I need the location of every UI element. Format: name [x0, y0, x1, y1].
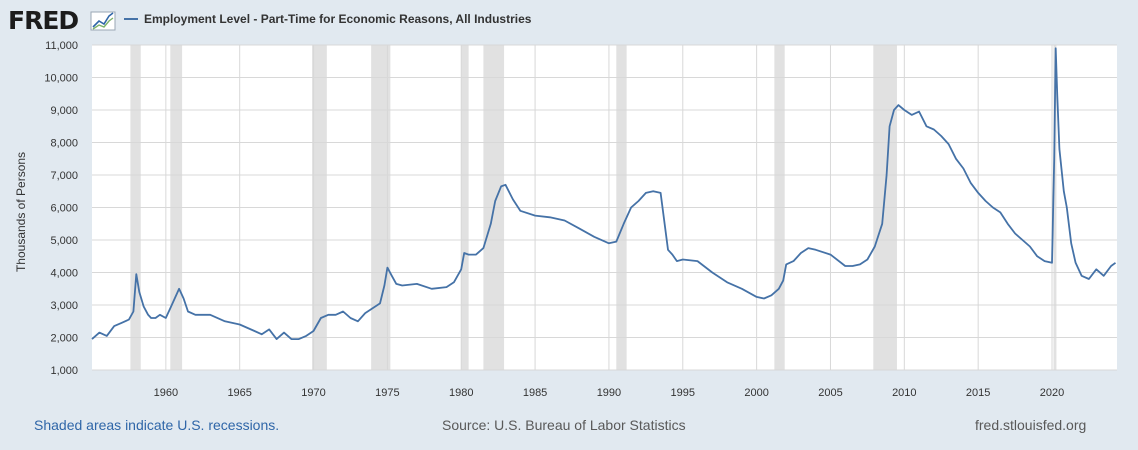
x-tick-labels: 1960 1965 1970 1975 1980 1985 1990 1995 2000 2005…: [154, 387, 1065, 399]
x-tick-label: 1960: [154, 387, 178, 399]
x-tick-label: 1975: [375, 387, 399, 399]
y-tick-label: 3,000: [50, 300, 78, 312]
x-tick-label: 1985: [523, 387, 547, 399]
x-tick-label: 1965: [227, 387, 251, 399]
series-group: [91, 47, 1117, 341]
x-tick-label: 2010: [892, 387, 916, 399]
y-tick-label: 2,000: [50, 333, 78, 345]
x-tick-label: 2005: [818, 387, 842, 399]
recessions-note[interactable]: Shaded areas indicate U.S. recessions.: [34, 417, 280, 433]
source-note: Source: U.S. Bureau of Labor Statistics: [442, 417, 686, 433]
logo-graph-icon: [90, 11, 116, 31]
y-tick-label: 5,000: [50, 235, 78, 247]
y-tick-label: 11,000: [45, 40, 78, 52]
y-tick-label: 6,000: [50, 203, 78, 215]
x-tick-label: 1980: [449, 387, 473, 399]
x-tick-label: 2015: [966, 387, 990, 399]
x-tick-label: 1970: [301, 387, 325, 399]
x-tick-label: 1995: [671, 387, 695, 399]
chart: FRED Employment Level - Part-Time for Ec…: [8, 6, 1117, 399]
y-tick-label: 7,000: [50, 170, 78, 182]
y-tick-label: 4,000: [50, 268, 78, 280]
gridlines: [92, 44, 1117, 371]
x-tick-label: 1990: [597, 387, 621, 399]
fred-logo-text: FRED: [8, 6, 78, 35]
series-line-1[interactable]: [91, 47, 1117, 341]
fred-logo[interactable]: FRED: [8, 6, 116, 35]
y-tick-labels: 1,000 2,000 3,000 4,000 5,000 6,000 7,000 8,000…: [44, 40, 78, 377]
x-tick-label: 2000: [744, 387, 768, 399]
legend-label: Employment Level - Part-Time for Economi…: [144, 12, 532, 26]
y-tick-label: 10,000: [44, 73, 78, 85]
y-tick-label: 8,000: [50, 138, 78, 150]
y-tick-label: 1,000: [50, 365, 78, 377]
y-axis-title: Thousands of Persons: [14, 152, 28, 272]
y-tick-label: 9,000: [50, 105, 78, 117]
site-link[interactable]: fred.stlouisfed.org: [975, 417, 1087, 433]
x-tick-label: 2020: [1040, 387, 1064, 399]
legend: Employment Level - Part-Time for Economi…: [124, 12, 532, 26]
